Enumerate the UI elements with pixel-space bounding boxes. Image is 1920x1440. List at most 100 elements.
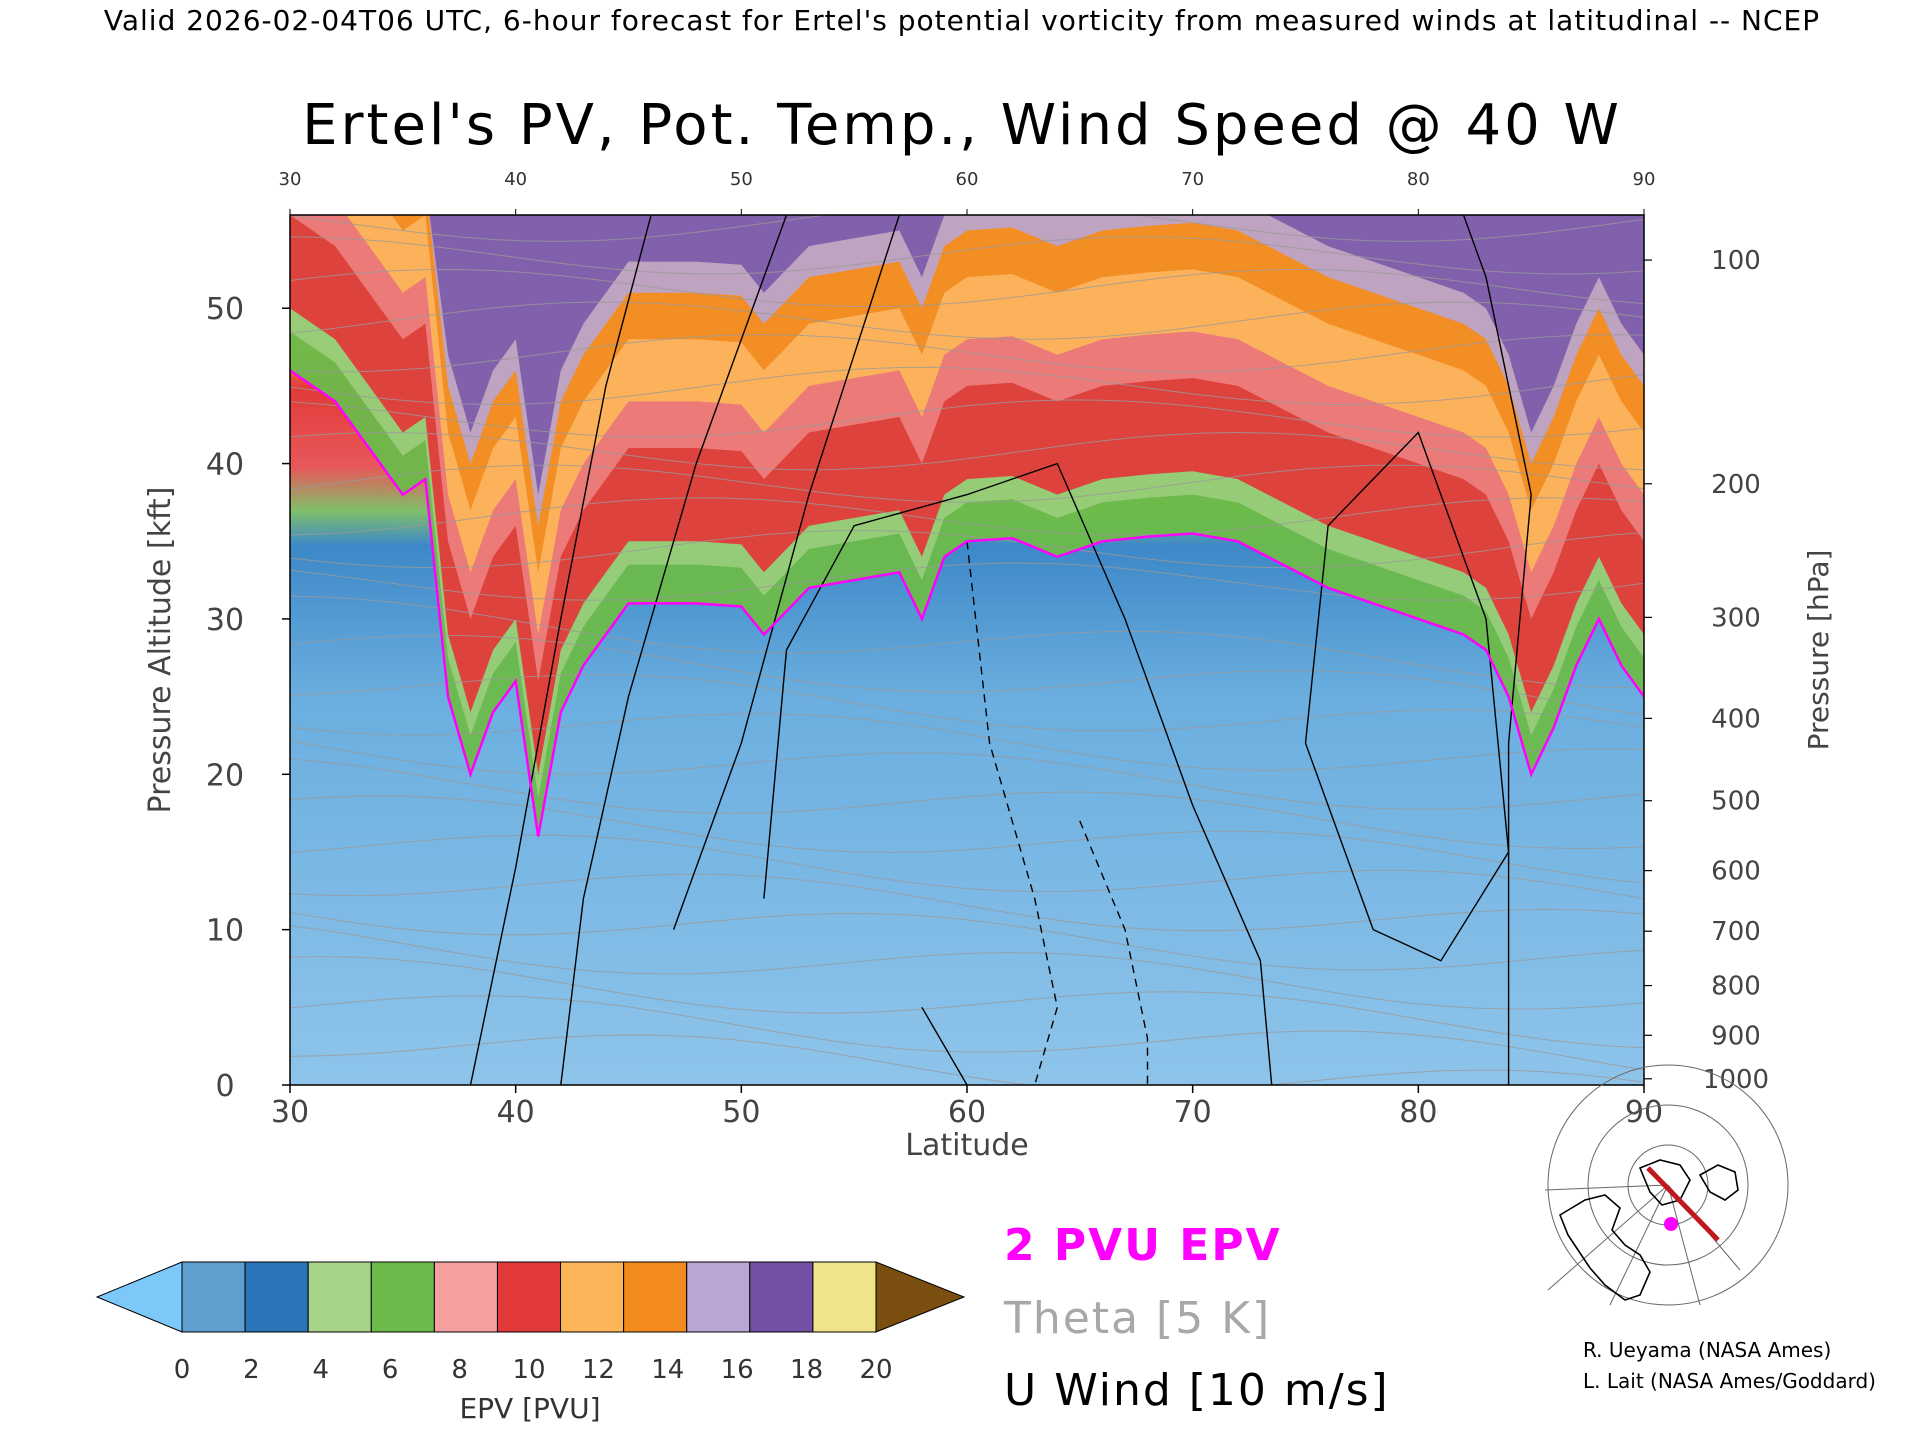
colorbar-segment-3 (370, 1261, 435, 1333)
u-wind-contour-6 (1304, 431, 1510, 962)
credit-line-1: R. Ueyama (NASA Ames) (1583, 1338, 1831, 1362)
y-tick-label-0: 0 (215, 1069, 234, 1104)
colorbar-segment-7 (623, 1261, 688, 1333)
valid-time-line: Valid 2026-02-04T06 UTC, 6-hour forecast… (104, 4, 1820, 37)
two-pvu-tropopause-line (290, 369, 1644, 837)
map-coastline-greenland (1638, 1159, 1691, 1206)
u-wind-easterly-contour-0 (966, 541, 1059, 1085)
inset-locator-map (1542, 1064, 1789, 1306)
pressure-tick-label-900: 900 (1711, 1021, 1761, 1051)
x-axis-top: 30 40 50 60 70 80 90 (279, 169, 1656, 215)
u-wind-contour-2 (672, 215, 900, 930)
pressure-tick-label-600: 600 (1711, 857, 1761, 887)
colorbar-segment-9 (749, 1261, 814, 1333)
x-top-tick-label-40: 40 (504, 169, 527, 190)
pv-band-6 (428, 215, 1644, 526)
colorbar-tick-12: 12 (582, 1355, 615, 1385)
x-axis-label: Latitude (905, 1128, 1028, 1163)
theta-contour-10 (290, 713, 1644, 771)
y-tick-label-40: 40 (206, 448, 244, 483)
colorbar-tick-0: 0 (174, 1355, 191, 1385)
theta-contour-14 (290, 562, 1644, 601)
theta-contour-20 (290, 366, 1644, 406)
theta-contour-24 (290, 236, 1644, 275)
legend-u-wind: U Wind [10 m/s] (1004, 1365, 1390, 1416)
theta-contour-6 (290, 834, 1644, 900)
pressure-tick-label-500: 500 (1711, 787, 1761, 817)
pv-band-7 (429, 215, 1644, 495)
x-top-tick-label-70: 70 (1181, 169, 1204, 190)
theta-contour-21 (290, 334, 1644, 373)
theta-contour-11 (290, 673, 1644, 732)
theta-contour-22 (290, 301, 1644, 340)
theta-contour-2 (290, 956, 1644, 1049)
u-wind-contour-5 (1462, 215, 1532, 1085)
x-tick-label-60: 60 (948, 1095, 986, 1130)
pressure-tick-label-200: 200 (1711, 470, 1761, 500)
colorbar-segment-2 (307, 1261, 372, 1333)
theta-contour-1 (290, 995, 1644, 1071)
pressure-tick-label-300: 300 (1711, 603, 1761, 633)
colorbar-over-arrow (875, 1261, 966, 1333)
colorbar-tick-10: 10 (512, 1355, 545, 1385)
pressure-tick-label-800: 800 (1711, 972, 1761, 1002)
colorbar-segment-10 (812, 1261, 877, 1333)
theta-contour-3 (290, 925, 1644, 1010)
colorbar-segment-5 (496, 1261, 562, 1333)
stratosphere-bands (290, 215, 1644, 837)
pressure-axis-label: Pressure [hPa] (1802, 550, 1835, 751)
u-wind-easterly-contour-1 (1079, 820, 1149, 1085)
x-tick-label-90: 90 (1625, 1095, 1663, 1130)
theta-contour-12 (290, 635, 1644, 716)
theta-contour-4 (290, 911, 1644, 971)
colorbar-tick-2: 2 (243, 1355, 260, 1385)
x-top-tick-label-80: 80 (1407, 169, 1430, 190)
theta-contour-13 (290, 595, 1644, 689)
colorbar-segment-6 (560, 1261, 625, 1333)
u-wind-contour-0 (469, 215, 652, 1085)
legend-theta: Theta [5 K] (1003, 1293, 1271, 1344)
theta-contours (290, 215, 1644, 1085)
y-tick-label-30: 30 (206, 603, 244, 638)
y-tick-label-20: 20 (206, 758, 244, 793)
y-tick-label-50: 50 (206, 292, 244, 327)
x-tick-label-80: 80 (1399, 1095, 1437, 1130)
x-tick-label-30: 30 (271, 1095, 309, 1130)
x-tick-label-40: 40 (497, 1095, 535, 1130)
colorbar-segment-0 (181, 1261, 246, 1333)
theta-contour-8 (290, 758, 1644, 850)
u-wind-contour-4 (921, 1006, 968, 1085)
pressure-tick-label-100: 100 (1711, 246, 1761, 276)
x-axis-bottom: 30 40 50 60 70 80 90 (271, 1085, 1663, 1130)
colorbar-tick-16: 16 (721, 1355, 754, 1385)
x-tick-label-70: 70 (1174, 1095, 1212, 1130)
credit-line-2: L. Lait (NASA Ames/Goddard) (1583, 1369, 1876, 1393)
u-wind-contour-1 (560, 215, 788, 1085)
theta-contour-9 (290, 740, 1644, 810)
x-top-tick-label-60: 60 (956, 169, 979, 190)
x-top-tick-label-30: 30 (279, 169, 302, 190)
map-coastline-europe (1698, 1164, 1739, 1201)
pressure-tick-label-400: 400 (1711, 704, 1761, 734)
y-axis-label: Pressure Altitude [kft] (143, 487, 178, 814)
u-wind-contour-3 (763, 462, 1273, 1085)
theta-contour-23 (290, 268, 1644, 308)
theta-contour-18 (290, 431, 1644, 471)
x-top-tick-label-90: 90 (1633, 169, 1656, 190)
theta-contour-17 (290, 464, 1644, 503)
pressure-axis-right: 100 200 300 400 500 600 700 800 900 1000 (1644, 246, 1769, 1095)
theta-contour-5 (290, 873, 1644, 932)
colorbar-segment-1 (244, 1261, 309, 1333)
theta-contour-15 (290, 529, 1644, 569)
y-axis-left: 0 10 20 30 40 50 (206, 292, 290, 1104)
colorbar-tick-4: 4 (313, 1355, 330, 1385)
legend-2pvu: 2 PVU EPV (1004, 1220, 1282, 1271)
y-tick-label-10: 10 (206, 914, 244, 949)
colorbar-tick-20: 20 (859, 1355, 892, 1385)
colorbar-tick-14: 14 (651, 1355, 684, 1385)
colorbar-tick-18: 18 (790, 1355, 823, 1385)
colorbar-segment-8 (686, 1261, 751, 1333)
pv-band-5 (391, 215, 1644, 573)
map-location-dot (1664, 1217, 1678, 1231)
theta-contour-0 (290, 1034, 1644, 1085)
